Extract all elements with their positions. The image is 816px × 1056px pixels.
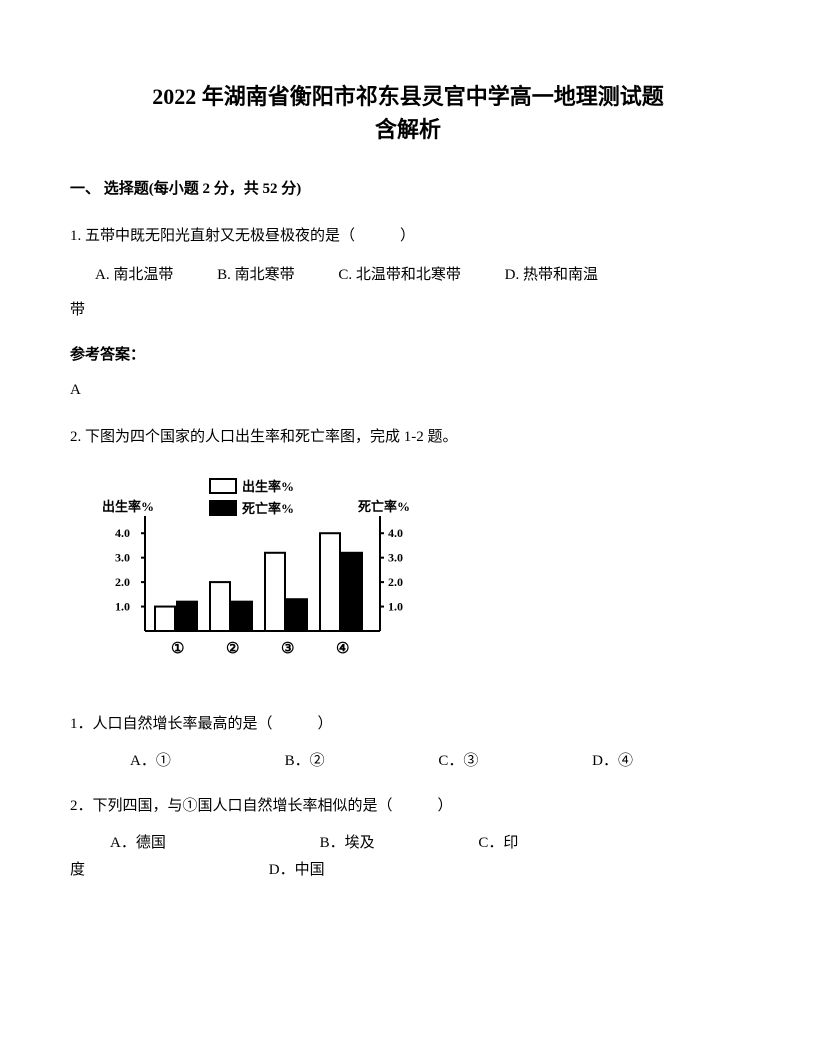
q2-sub2-opt-b: B．埃及 xyxy=(320,830,375,857)
question-1: 1. 五带中既无阳光直射又无极昼极夜的是（ ） A. 南北温带 B. 南北寒带 … xyxy=(70,223,746,324)
q1-answer: A xyxy=(70,377,746,404)
svg-text:出生率%: 出生率% xyxy=(102,499,154,514)
birth-death-chart: 出生率% 死亡率% 出生率% 死亡率% 1.0 1.0 2.0 2.0 3.0 3.0 4.0 4.0… xyxy=(90,471,430,671)
svg-text:①: ① xyxy=(171,641,184,657)
svg-text:2.0: 2.0 xyxy=(388,575,403,589)
svg-text:4.0: 4.0 xyxy=(388,526,403,540)
q2-sub2-options-row1: A．德国 B．埃及 C．印 xyxy=(70,830,746,857)
q2-sub2-opt-d: D．中国 xyxy=(269,862,325,878)
q2-sub1-text: 1．人口自然增长率最高的是（ ） xyxy=(70,711,746,738)
q2-sub1-opt-d: D．④ xyxy=(592,753,633,769)
section-header: 一、 选择题(每小题 2 分，共 52 分) xyxy=(70,176,746,203)
q1-opt-d: D. 热带和南温 xyxy=(505,267,598,283)
page-title: 2022 年湖南省衡阳市祁东县灵官中学高一地理测试题 含解析 xyxy=(70,80,746,146)
q2-sub1-opt-c: C．③ xyxy=(438,748,478,775)
svg-text:2.0: 2.0 xyxy=(115,575,130,589)
q2-sub2-text: 2．下列四国，与①国人口自然增长率相似的是（ ） xyxy=(70,793,746,820)
q1-options: A. 南北温带 B. 南北寒带 C. 北温带和北寒带 D. 热带和南温 xyxy=(70,262,746,289)
svg-text:出生率%: 出生率% xyxy=(242,479,294,494)
svg-text:1.0: 1.0 xyxy=(388,600,403,614)
svg-text:死亡率%: 死亡率% xyxy=(358,499,410,514)
svg-text:死亡率%: 死亡率% xyxy=(242,501,294,516)
svg-text:4.0: 4.0 xyxy=(115,526,130,540)
svg-text:③: ③ xyxy=(281,641,294,657)
q2-sub2-opt-a: A．德国 xyxy=(110,830,166,857)
answer-label: 参考答案： xyxy=(70,342,746,369)
q2-sub1-opt-b: B．② xyxy=(285,748,325,775)
q1-opt-b: B. 南北寒带 xyxy=(217,262,295,289)
q2-sub2: 2．下列四国，与①国人口自然增长率相似的是（ ） A．德国 B．埃及 C．印 度… xyxy=(70,793,746,884)
q1-opt-c: C. 北温带和北寒带 xyxy=(338,262,461,289)
svg-text:3.0: 3.0 xyxy=(115,551,130,565)
title-line-2: 含解析 xyxy=(70,113,746,146)
question-2-intro: 2. 下图为四个国家的人口出生率和死亡率图，完成 1-2 题。 xyxy=(70,424,746,451)
title-line-1: 2022 年湖南省衡阳市祁东县灵官中学高一地理测试题 xyxy=(70,80,746,113)
q2-sub1-opt-a: A．① xyxy=(130,748,171,775)
svg-text:②: ② xyxy=(226,641,239,657)
q1-text: 1. 五带中既无阳光直射又无极昼极夜的是（ ） xyxy=(70,223,746,250)
q2-sub1-options: A．① B．② C．③ D．④ xyxy=(70,748,746,775)
svg-text:④: ④ xyxy=(336,641,349,657)
q1-opt-d-cont: 带 xyxy=(70,297,746,324)
q1-opt-a: A. 南北温带 xyxy=(95,262,173,289)
svg-text:1.0: 1.0 xyxy=(115,600,130,614)
q2-sub2-opt-c-cont: 度 xyxy=(70,862,85,878)
q2-sub2-opt-c: C．印 xyxy=(478,830,518,857)
chart-container: 出生率% 死亡率% 出生率% 死亡率% 1.0 1.0 2.0 2.0 3.0 3.0 4.0 4.0… xyxy=(90,471,430,671)
q2-sub2-options-row2: 度 D．中国 xyxy=(70,857,746,884)
svg-text:3.0: 3.0 xyxy=(388,551,403,565)
q2-sub1: 1．人口自然增长率最高的是（ ） A．① B．② C．③ D．④ xyxy=(70,711,746,775)
